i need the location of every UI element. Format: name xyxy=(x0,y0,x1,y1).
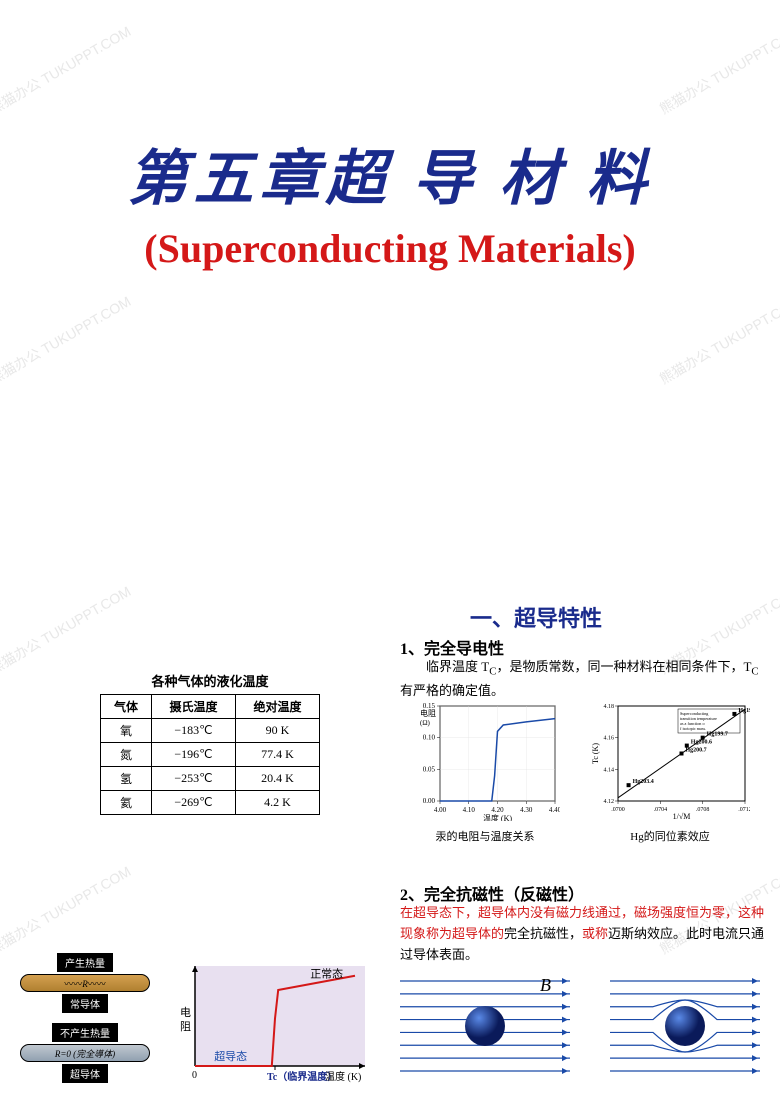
subsection-1-body: 临界温度 TC，是物质常数，同一种材料在相同条件下，TC有严格的确定值。 xyxy=(400,657,760,702)
svg-text:4.10: 4.10 xyxy=(463,806,476,814)
svg-text:1/√M: 1/√M xyxy=(673,812,691,821)
table-cell: 氦 xyxy=(101,791,152,815)
svg-text:0.00: 0.00 xyxy=(423,797,436,805)
svg-text:4.16: 4.16 xyxy=(604,736,615,742)
svg-text:正常态: 正常态 xyxy=(310,967,343,980)
heat-label: 产生热量 xyxy=(57,953,113,972)
svg-text:4.30: 4.30 xyxy=(520,806,533,814)
chart-caption: 汞的电阻与温度关系 xyxy=(410,828,560,844)
table-cell: 氧 xyxy=(101,719,152,743)
svg-text:4.12: 4.12 xyxy=(604,799,615,805)
table-row: 氦−269℃4.2 K xyxy=(101,791,320,815)
body-text-black: 完全抗磁性， xyxy=(504,926,582,941)
table-cell: 90 K xyxy=(235,719,319,743)
svg-text:电: 电 xyxy=(180,1006,191,1019)
table-header: 摄氏温度 xyxy=(151,695,235,719)
resistance-symbol: R=0 (完全導体) xyxy=(55,1047,115,1060)
table-cell: −196℃ xyxy=(151,743,235,767)
svg-text:4.00: 4.00 xyxy=(434,806,447,814)
table-header: 绝对温度 xyxy=(235,695,319,719)
superconductor-bar: R=0 (完全導体) xyxy=(20,1044,150,1062)
svg-text:f isotopic mass.: f isotopic mass. xyxy=(680,726,706,731)
svg-text:Tc (K): Tc (K) xyxy=(591,743,600,764)
table-row: 氧−183℃90 K xyxy=(101,719,320,743)
magnetic-field-normal-diagram: B⃗ xyxy=(400,971,570,1081)
svg-text:电阻: 电阻 xyxy=(420,708,436,718)
magnetic-field-meissner-diagram xyxy=(610,971,760,1081)
slide-title: 第五章超 导 材 料 (Superconducting Materials) xyxy=(0,0,780,551)
table-cell: −183℃ xyxy=(151,719,235,743)
body-text: ，是物质常数，同一种材料在相同条件下，T xyxy=(496,659,751,674)
table-cell: −269℃ xyxy=(151,791,235,815)
svg-text:4.14: 4.14 xyxy=(604,767,615,773)
body-text-red: 或称 xyxy=(582,926,608,941)
svg-text:.0708: .0708 xyxy=(696,807,710,813)
table-row: 氮−196℃77.4 K xyxy=(101,743,320,767)
conductor-type-label: 超导体 xyxy=(62,1064,108,1083)
resistance-symbol: R xyxy=(82,979,88,989)
svg-text:温度 (K): 温度 (K) xyxy=(483,813,512,821)
svg-text:4.20: 4.20 xyxy=(491,806,504,814)
resistance-temperature-chart: 4.004.104.204.304.400.000.050.100.15电阻(Ω… xyxy=(410,701,560,844)
conductor-comparison-diagram: 产生热量 〰〰R〰〰 常导体 不产生热量 R=0 (完全導体) 超导体 xyxy=(10,951,160,1091)
svg-text:温度 (K): 温度 (K) xyxy=(325,1070,361,1083)
svg-text:(Ω): (Ω) xyxy=(420,719,431,727)
svg-text:阻: 阻 xyxy=(180,1020,191,1033)
superconducting-transition-chart: 正常态超导态电阻0Tc（临界温度）温度 (K) xyxy=(170,956,370,1091)
table-cell: 77.4 K xyxy=(235,743,319,767)
chapter-title-chinese: 第五章超 导 材 料 xyxy=(128,130,653,217)
table-header: 气体 xyxy=(101,695,152,719)
svg-text:4.40: 4.40 xyxy=(549,806,560,814)
body-text: 有严格的确定值。 xyxy=(400,683,504,698)
gas-liquefaction-table: 各种气体的液化温度 气体摄氏温度绝对温度 氧−183℃90 K氮−196℃77.… xyxy=(100,671,320,815)
table-title: 各种气体的液化温度 xyxy=(100,671,320,690)
table-cell: 20.4 K xyxy=(235,767,319,791)
svg-text:Hg203.4: Hg203.4 xyxy=(633,779,654,785)
chart-caption: Hg的同位素效应 xyxy=(590,828,750,844)
subscript: C xyxy=(751,666,758,678)
section-heading: 一、超导特性 xyxy=(470,601,602,633)
svg-text:.0704: .0704 xyxy=(654,807,668,813)
subsection-2-body: 在超导态下，超导体内没有磁力线通过，磁场强度恒为零，这种现象称为超导体的完全抗磁… xyxy=(400,903,768,965)
heat-label: 不产生热量 xyxy=(52,1023,118,1042)
svg-text:0.10: 0.10 xyxy=(423,734,436,742)
table-row: 氢−253℃20.4 K xyxy=(101,767,320,791)
table-cell: 氢 xyxy=(101,767,152,791)
svg-text:.0700: .0700 xyxy=(611,807,625,813)
chapter-title-english: (Superconducting Materials) xyxy=(144,225,635,272)
svg-text:超导态: 超导态 xyxy=(214,1049,247,1063)
table-cell: −253℃ xyxy=(151,767,235,791)
table-cell: 4.2 K xyxy=(235,791,319,815)
svg-text:4.18: 4.18 xyxy=(604,704,615,710)
svg-text:Hg199.7: Hg199.7 xyxy=(707,732,728,738)
svg-text:0.05: 0.05 xyxy=(423,765,436,773)
body-text: 临界温度 T xyxy=(426,659,489,674)
gas-table: 气体摄氏温度绝对温度 氧−183℃90 K氮−196℃77.4 K氢−253℃2… xyxy=(100,694,320,815)
normal-conductor-bar: 〰〰R〰〰 xyxy=(20,974,150,992)
slide-content: 一、超导特性 1、完全导电性 临界温度 T C，是物质常数，同一种材料在相同条件下… xyxy=(0,551,780,1102)
isotope-effect-chart: .0700 .0704 .0708 .0712 4.12 4.14 4.16 4.18 Hg20… xyxy=(590,701,750,844)
subsection-1-heading: 1、完全导电性 xyxy=(400,635,504,659)
svg-text:Hg200.7: Hg200.7 xyxy=(686,748,707,754)
subsection-2-heading: 2、完全抗磁性（反磁性） xyxy=(400,881,584,905)
svg-text:.0712: .0712 xyxy=(738,807,750,813)
conductor-type-label: 常导体 xyxy=(62,994,108,1013)
svg-text:B⃗: B⃗ xyxy=(540,975,565,995)
table-cell: 氮 xyxy=(101,743,152,767)
svg-text:Hg200.6: Hg200.6 xyxy=(691,740,712,746)
svg-text:0: 0 xyxy=(192,1070,197,1081)
